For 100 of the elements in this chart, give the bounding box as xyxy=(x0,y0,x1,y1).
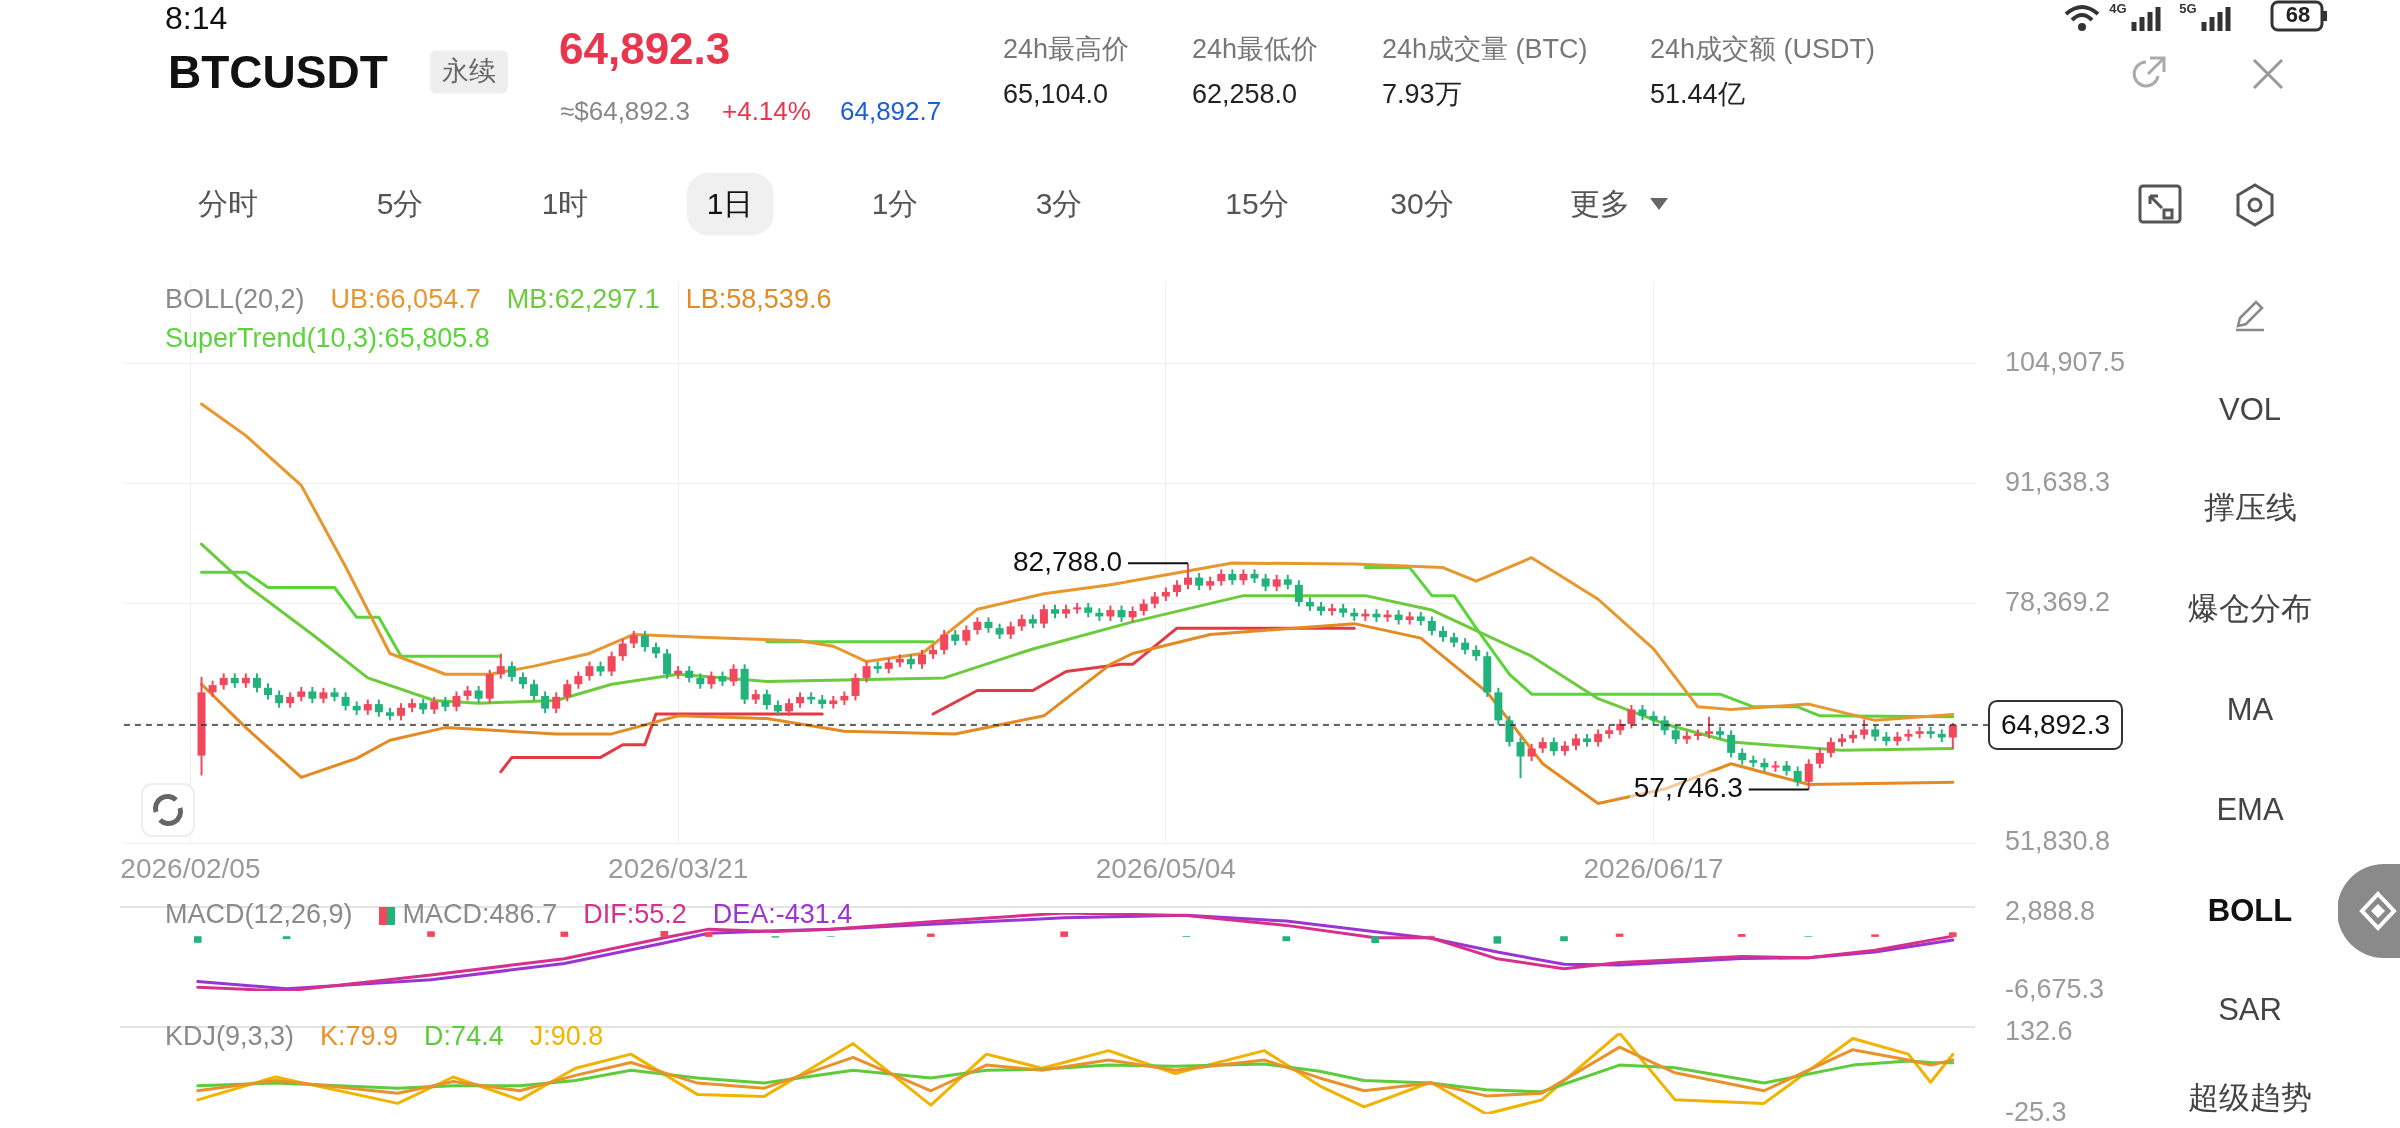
text: 8:14 xyxy=(165,0,228,37)
candlestick xyxy=(541,690,550,715)
candlestick xyxy=(1427,615,1436,637)
candlestick xyxy=(496,652,505,680)
candlestick xyxy=(962,624,971,647)
y-tick-label: -25.3 xyxy=(2005,1097,2067,1128)
text: 64,892.7 xyxy=(840,96,942,127)
candlestick xyxy=(452,690,461,713)
annotation: 82,788.0 xyxy=(1013,545,1123,577)
candlestick xyxy=(607,650,616,678)
text: 5G xyxy=(2179,0,2197,17)
x-tick-label: 2026/03/21 xyxy=(608,852,749,884)
text: 30分 xyxy=(1390,186,1454,222)
candlestick xyxy=(1793,765,1802,788)
candlestick xyxy=(1948,722,1957,750)
text: 68 xyxy=(2285,2,2311,28)
candlestick xyxy=(1627,703,1636,730)
candlestick xyxy=(762,688,771,711)
text: 24h成交额 (USDT) xyxy=(1650,34,1876,66)
text: BTCUSDT xyxy=(168,45,388,99)
series-label: DEA:-431.4 xyxy=(712,899,853,929)
candlestick xyxy=(1671,724,1680,745)
text: 4G xyxy=(2109,0,2127,17)
text: 51.44亿 xyxy=(1650,79,1745,111)
series-label: DIF:55.2 xyxy=(583,899,687,929)
candlestick xyxy=(1294,579,1303,608)
text: 分时 xyxy=(198,186,258,222)
legend-label: MACD:486.7 xyxy=(402,899,558,929)
candlestick xyxy=(1704,715,1713,740)
text: 24h最高价 xyxy=(1003,34,1130,66)
candlestick xyxy=(1039,603,1048,630)
text: 64,892.3 xyxy=(559,23,731,75)
y-tick-label: -6,675.3 xyxy=(2005,974,2105,1005)
text: 62,258.0 xyxy=(1192,79,1298,111)
legend-title: BOLL(20,2) xyxy=(165,284,305,315)
candlestick xyxy=(917,648,926,670)
text: +4.14% xyxy=(722,96,811,127)
text: 24h最低价 xyxy=(1192,34,1319,66)
candlestick xyxy=(1727,729,1736,759)
text: 65,104.0 xyxy=(1003,79,1109,111)
y-tick-label: 78,369.2 xyxy=(2005,586,2111,617)
candlestick xyxy=(1804,758,1813,791)
legend-title: MACD(12,26,9) xyxy=(165,899,353,930)
text: MB:62,297.1 xyxy=(506,284,660,314)
text: UB:66,054.7 xyxy=(330,284,481,314)
text: SuperTrend(10,3):65,805.8 xyxy=(165,323,490,353)
text: 撑压线 xyxy=(2203,490,2297,526)
candlestick xyxy=(663,647,672,680)
y-tick-label: 2,888.8 xyxy=(2005,896,2096,927)
x-tick-label: 2026/02/05 xyxy=(120,852,261,884)
text: BOLL xyxy=(2207,893,2293,929)
text: 更多 xyxy=(1570,186,1630,222)
text: 1分 xyxy=(871,186,919,222)
text: 爆仓分布 xyxy=(2188,591,2312,627)
candlestick xyxy=(862,660,871,684)
legend-title: KDJ(9,3,3) xyxy=(165,1021,295,1052)
text: 超级趋势 xyxy=(2188,1080,2312,1116)
x-tick-label: 2026/05/04 xyxy=(1095,852,1236,884)
series-label: D:74.4 xyxy=(424,1021,504,1051)
text: ≈$64,892.3 xyxy=(560,96,690,127)
candlestick xyxy=(530,678,539,702)
candlestick xyxy=(1826,736,1835,759)
candlestick xyxy=(585,660,594,682)
y-tick-label: 132.6 xyxy=(2005,1016,2073,1047)
text: 1日 xyxy=(686,172,774,236)
text: VOL xyxy=(2218,392,2282,428)
candlestick xyxy=(552,691,561,715)
ref-line-label: 64,892.3 xyxy=(2001,708,2110,740)
candlestick xyxy=(851,672,860,702)
annotation: 57,746.3 xyxy=(1633,772,1743,804)
text: SAR xyxy=(2218,992,2282,1028)
series-label: K:79.9 xyxy=(320,1021,399,1051)
y-tick-label: 104,907.5 xyxy=(2005,346,2126,377)
candlestick xyxy=(1505,714,1514,748)
text: 7.93万 xyxy=(1382,79,1462,111)
candlestick xyxy=(1549,736,1558,757)
x-tick-label: 2026/06/17 xyxy=(1583,852,1724,884)
text: 1时 xyxy=(541,186,589,222)
text: EMA xyxy=(2216,792,2284,828)
candlestick xyxy=(729,663,738,688)
text: 5分 xyxy=(376,186,424,222)
y-tick-label: 91,638.3 xyxy=(2005,466,2111,497)
series-label: J:90.8 xyxy=(529,1021,604,1051)
candlestick xyxy=(1516,736,1525,780)
candlestick xyxy=(252,672,261,694)
text: 24h成交量 (BTC) xyxy=(1382,34,1588,66)
text: LB:58,539.6 xyxy=(685,284,832,314)
candlestick xyxy=(1815,747,1824,770)
candlestick xyxy=(940,628,949,656)
candlestick xyxy=(640,629,649,653)
candlestick xyxy=(1860,718,1869,741)
candlestick xyxy=(563,678,572,703)
candlestick xyxy=(507,660,516,683)
candlestick xyxy=(341,691,350,712)
candlestick xyxy=(618,638,627,662)
text: 永续 xyxy=(430,50,508,94)
y-tick-label: 51,830.8 xyxy=(2005,826,2111,857)
text: 3分 xyxy=(1035,186,1083,222)
candlestick xyxy=(1184,562,1193,591)
text: 15分 xyxy=(1225,186,1289,222)
